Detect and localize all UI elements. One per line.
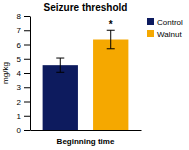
error-bar [107, 30, 115, 49]
y-tick: 1 [17, 112, 30, 121]
y-tick-label: 3 [17, 83, 22, 92]
annotation: * [109, 19, 113, 30]
legend: Control Walnut [147, 18, 183, 39]
error-bar [56, 58, 64, 72]
y-tick-mark [24, 16, 30, 17]
y-tick-label: 8 [17, 12, 22, 21]
bar [43, 65, 78, 130]
y-tick-mark [24, 30, 30, 31]
y-tick-mark [24, 130, 30, 131]
y-tick-label: 1 [17, 112, 22, 121]
y-tick-mark [24, 102, 30, 103]
y-tick-label: 4 [17, 69, 22, 78]
y-tick-mark [24, 45, 30, 46]
title: Seizure threshold [44, 2, 128, 13]
y-tick-label: 6 [17, 41, 22, 50]
error-bar-cap [107, 48, 115, 49]
legend-item: Walnut [147, 30, 182, 39]
y-tick: 3 [17, 83, 30, 92]
legend-label: Walnut [157, 30, 182, 39]
y-tick-label: 0 [17, 126, 22, 135]
y-axis-line [30, 17, 31, 131]
y-tick: 2 [17, 98, 30, 107]
marks [43, 30, 129, 130]
legend-swatch [147, 18, 154, 25]
y-tick-mark [24, 73, 30, 74]
y-tick: 0 [17, 126, 30, 135]
y-tick-mark [24, 59, 30, 60]
plot: 0 1 2 3 4 5 6 7 8 * [17, 12, 142, 135]
x-axis-line [31, 130, 142, 131]
error-bar-cap [56, 58, 64, 59]
y-tick: 5 [17, 55, 30, 64]
y-tick: 7 [17, 26, 30, 35]
y-tick-label: 2 [17, 98, 22, 107]
y-axis-title: mg/kg [1, 62, 10, 84]
y-tick-mark [24, 116, 30, 117]
y-tick: 6 [17, 41, 30, 50]
x-axis [31, 130, 142, 131]
chart: 0 1 2 3 4 5 6 7 8 * Seizure threshold Beginning tim… [0, 0, 189, 150]
error-bar-line [110, 30, 111, 49]
y-axis: 0 1 2 3 4 5 6 7 8 [17, 12, 31, 135]
y-tick-mark [24, 87, 30, 88]
error-bar-cap [56, 72, 64, 73]
y-tick: 4 [17, 69, 30, 78]
error-bar-line [60, 58, 61, 72]
legend-swatch [147, 30, 154, 37]
legend-label: Control [157, 18, 183, 27]
y-tick: 8 [17, 12, 30, 21]
x-axis-title: Beginning time [57, 137, 115, 146]
legend-item: Control [147, 18, 183, 27]
bar [93, 40, 128, 130]
y-tick-label: 7 [17, 26, 22, 35]
y-tick-label: 5 [17, 55, 22, 64]
